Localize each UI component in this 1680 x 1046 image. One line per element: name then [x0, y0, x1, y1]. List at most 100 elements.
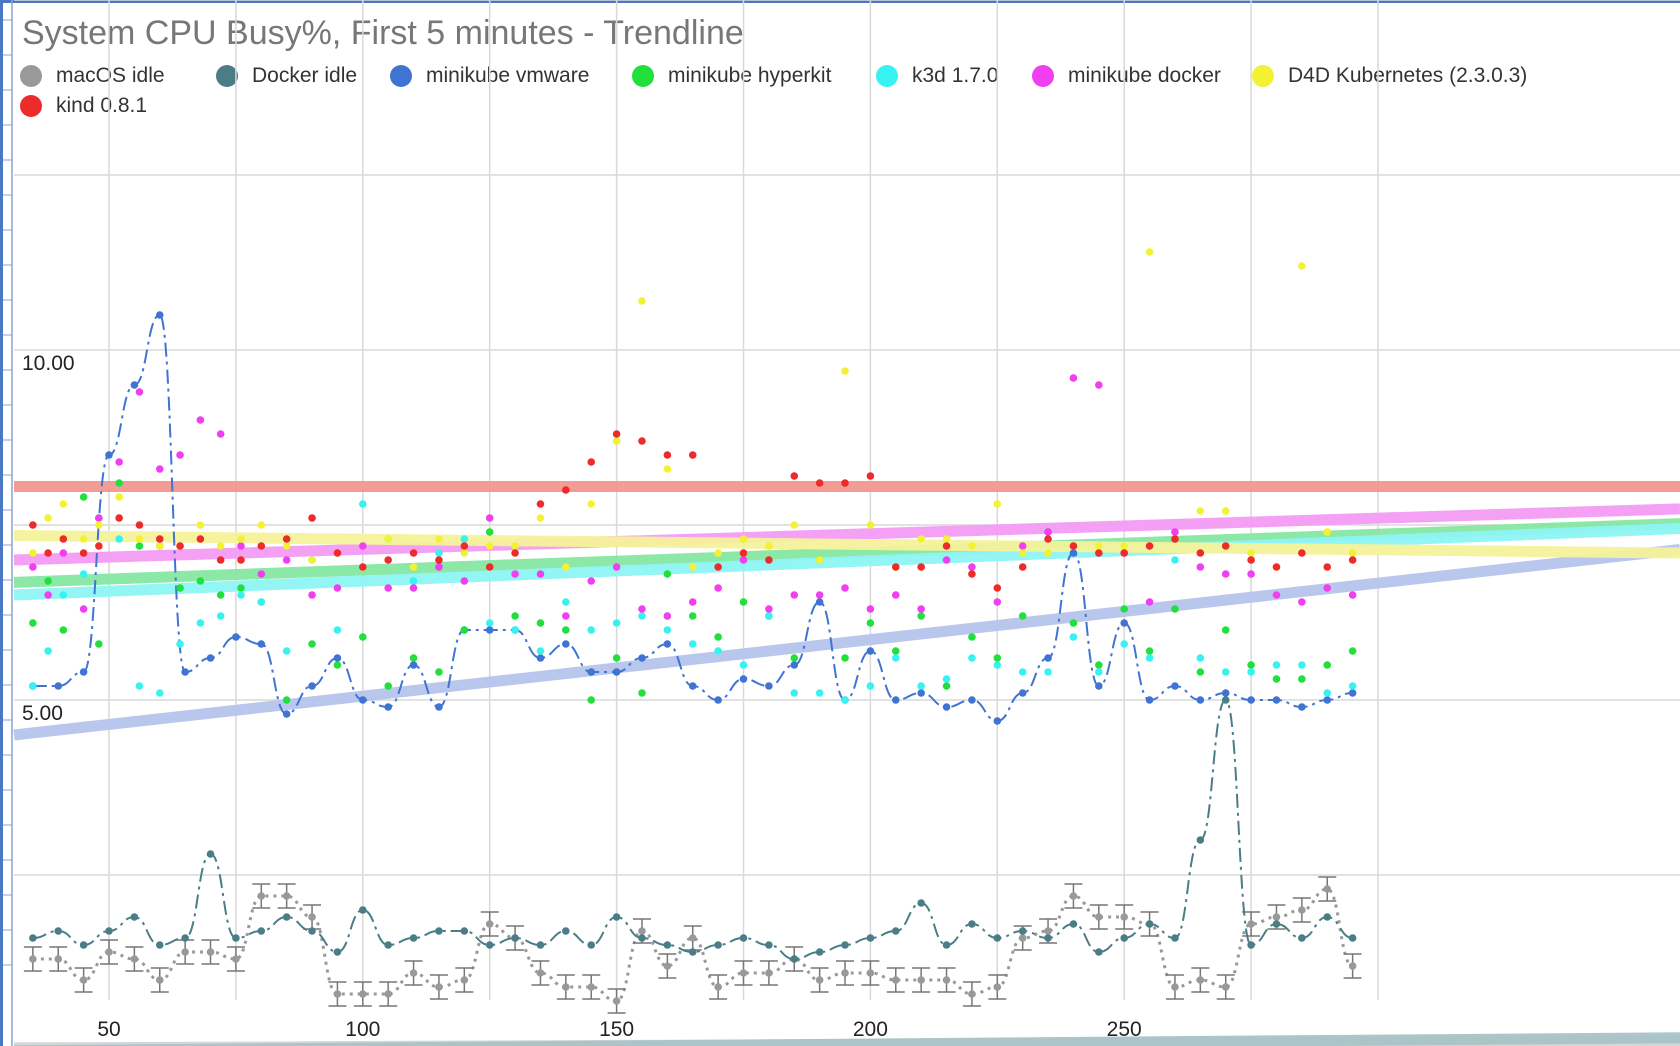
- data-point-minikube-vmware: [181, 668, 189, 676]
- data-point-docker-idle: [942, 941, 951, 949]
- data-point-kind-0-8-1: [1323, 563, 1332, 571]
- data-point-macos-idle: [739, 969, 748, 977]
- data-point-minikube-hyperkit: [115, 479, 123, 487]
- data-point-minikube-hyperkit: [841, 654, 849, 662]
- data-point-kind-0-8-1: [44, 549, 52, 557]
- x-tick-label: 100: [345, 1018, 380, 1041]
- data-point-macos-idle: [993, 983, 1002, 991]
- data-point-k3d-1-7-0: [44, 647, 52, 655]
- data-point-minikube-vmware: [942, 703, 951, 711]
- data-point-k3d-1-7-0: [790, 689, 799, 697]
- data-point-minikube-vmware: [638, 654, 646, 662]
- data-point-d4d-kubernetes-2-3-0-3-: [663, 465, 672, 473]
- data-point-macos-idle: [1247, 920, 1255, 928]
- data-point-kind-0-8-1: [1120, 549, 1128, 557]
- data-point-d4d-kubernetes-2-3-0-3-: [282, 542, 291, 550]
- data-point-minikube-vmware: [485, 626, 494, 634]
- data-point-d4d-kubernetes-2-3-0-3-: [765, 542, 773, 550]
- data-point-k3d-1-7-0: [841, 696, 849, 704]
- data-point-minikube-vmware: [1044, 654, 1052, 662]
- data-point-docker-idle: [359, 906, 367, 914]
- legend-swatch: [1252, 65, 1274, 87]
- data-point-d4d-kubernetes-2-3-0-3-: [216, 542, 225, 550]
- data-point-macos-idle: [485, 920, 494, 928]
- data-point-k3d-1-7-0: [1247, 668, 1255, 676]
- data-point-minikube-docker: [1221, 570, 1230, 578]
- x-tick-label: 200: [853, 1018, 888, 1041]
- data-point-minikube-docker: [409, 584, 418, 592]
- data-point-minikube-docker: [562, 612, 570, 620]
- data-point-k3d-1-7-0: [59, 591, 68, 599]
- legend-label: minikube vmware: [426, 64, 590, 87]
- data-point-d4d-kubernetes-2-3-0-3-: [638, 297, 646, 305]
- data-point-d4d-kubernetes-2-3-0-3-: [790, 521, 799, 529]
- data-point-minikube-vmware: [562, 640, 570, 648]
- data-point-macos-idle: [1171, 983, 1179, 991]
- data-point-k3d-1-7-0: [1018, 668, 1027, 676]
- data-point-kind-0-8-1: [1095, 549, 1103, 557]
- data-point-minikube-hyperkit: [1145, 647, 1154, 655]
- data-point-minikube-docker: [942, 556, 951, 564]
- data-point-kind-0-8-1: [155, 535, 164, 543]
- data-point-macos-idle: [29, 955, 37, 963]
- data-point-docker-idle: [536, 941, 545, 949]
- data-point-minikube-hyperkit: [536, 619, 545, 627]
- data-point-docker-idle: [54, 927, 63, 935]
- data-point-docker-idle: [612, 913, 621, 921]
- trendline-minikube-vmware: [13, 544, 1680, 741]
- x-tick-label: 250: [1107, 1018, 1142, 1041]
- data-point-k3d-1-7-0: [409, 577, 418, 585]
- data-point-macos-idle: [1348, 962, 1357, 970]
- data-point-docker-idle: [181, 934, 189, 942]
- data-point-minikube-docker: [196, 416, 205, 424]
- data-point-kind-0-8-1: [485, 563, 494, 571]
- data-point-minikube-vmware: [1120, 619, 1128, 627]
- data-point-minikube-vmware: [155, 311, 164, 319]
- data-point-minikube-docker: [1272, 591, 1281, 599]
- data-point-kind-0-8-1: [359, 563, 367, 571]
- data-point-minikube-vmware: [688, 682, 697, 690]
- data-point-minikube-vmware: [1171, 682, 1179, 690]
- data-point-d4d-kubernetes-2-3-0-3-: [1298, 262, 1306, 270]
- data-point-minikube-docker: [176, 451, 184, 459]
- trendline-k3d-1-7-0: [13, 523, 1680, 601]
- data-point-k3d-1-7-0: [714, 647, 722, 655]
- data-point-minikube-hyperkit: [196, 577, 205, 585]
- data-point-d4d-kubernetes-2-3-0-3-: [79, 535, 88, 543]
- data-point-docker-idle: [790, 955, 799, 963]
- data-point-minikube-vmware: [765, 682, 773, 690]
- data-point-macos-idle: [105, 948, 113, 956]
- legend-swatch: [390, 65, 412, 87]
- data-point-d4d-kubernetes-2-3-0-3-: [1120, 542, 1128, 550]
- data-point-minikube-docker: [968, 563, 976, 571]
- legend-swatch: [216, 65, 238, 87]
- data-point-minikube-hyperkit: [688, 612, 697, 620]
- data-point-macos-idle: [942, 976, 951, 984]
- data-point-kind-0-8-1: [688, 451, 697, 459]
- data-point-kind-0-8-1: [1247, 556, 1255, 564]
- data-point-minikube-docker: [1247, 570, 1255, 578]
- data-point-d4d-kubernetes-2-3-0-3-: [841, 367, 849, 375]
- data-point-minikube-docker: [1171, 528, 1179, 536]
- data-point-kind-0-8-1: [765, 556, 773, 564]
- data-point-macos-idle: [536, 969, 545, 977]
- data-point-d4d-kubernetes-2-3-0-3-: [409, 563, 418, 571]
- data-point-minikube-hyperkit: [359, 633, 367, 641]
- data-point-docker-idle: [257, 927, 266, 935]
- data-point-d4d-kubernetes-2-3-0-3-: [1348, 549, 1357, 557]
- data-point-minikube-docker: [663, 612, 672, 620]
- data-point-d4d-kubernetes-2-3-0-3-: [1145, 248, 1154, 256]
- data-point-k3d-1-7-0: [815, 689, 824, 697]
- data-point-kind-0-8-1: [308, 514, 316, 522]
- data-point-minikube-docker: [216, 430, 225, 438]
- data-point-minikube-hyperkit: [917, 612, 925, 620]
- data-point-docker-idle: [308, 927, 316, 935]
- data-point-k3d-1-7-0: [216, 612, 225, 620]
- data-point-docker-idle: [638, 934, 646, 942]
- data-point-k3d-1-7-0: [79, 570, 88, 578]
- data-point-minikube-hyperkit: [1171, 605, 1179, 613]
- data-point-minikube-vmware: [1221, 689, 1230, 697]
- data-point-kind-0-8-1: [790, 472, 799, 480]
- data-point-minikube-vmware: [232, 633, 240, 641]
- data-point-k3d-1-7-0: [115, 535, 123, 543]
